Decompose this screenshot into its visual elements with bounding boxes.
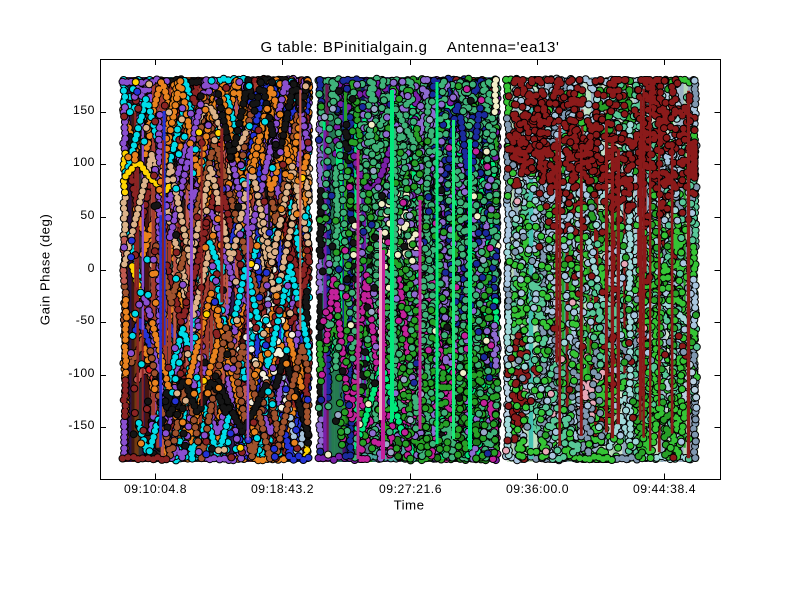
svg-text:Time: Time bbox=[394, 498, 425, 513]
svg-text:G table: BPinitialgain.g An: G table: BPinitialgain.g Antenna='ea13' bbox=[260, 39, 559, 56]
svg-text:-150: -150 bbox=[68, 418, 95, 432]
svg-text:50: 50 bbox=[80, 208, 95, 222]
svg-text:-50: -50 bbox=[76, 313, 95, 327]
svg-text:100: 100 bbox=[73, 155, 95, 169]
svg-text:09:44:38.4: 09:44:38.4 bbox=[633, 482, 696, 496]
svg-text:Gain Phase (deg): Gain Phase (deg) bbox=[38, 214, 53, 325]
svg-text:09:27:21.6: 09:27:21.6 bbox=[379, 482, 442, 496]
svg-text:09:36:00.0: 09:36:00.0 bbox=[506, 482, 569, 496]
svg-text:09:18:43.2: 09:18:43.2 bbox=[251, 482, 314, 496]
svg-text:150: 150 bbox=[73, 103, 95, 117]
svg-text:09:10:04.8: 09:10:04.8 bbox=[124, 482, 187, 496]
svg-text:-100: -100 bbox=[68, 366, 95, 380]
svg-text:0: 0 bbox=[88, 261, 95, 275]
